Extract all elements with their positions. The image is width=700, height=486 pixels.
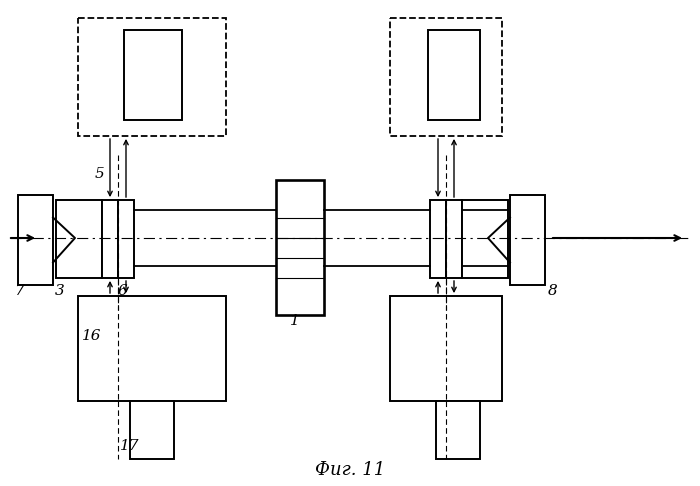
Bar	[430, 200, 446, 278]
Bar	[276, 180, 324, 315]
Text: 5: 5	[95, 167, 105, 181]
Bar	[428, 30, 480, 120]
Text: Фиг. 11: Фиг. 11	[315, 461, 385, 479]
Bar	[78, 296, 226, 401]
Bar	[18, 195, 53, 285]
Bar	[56, 200, 102, 278]
Text: 3: 3	[55, 284, 64, 298]
Text: 8: 8	[548, 284, 558, 298]
Text: 6: 6	[118, 284, 127, 298]
Bar	[102, 200, 118, 278]
Bar	[390, 18, 502, 136]
Bar	[436, 401, 480, 459]
Text: 1: 1	[290, 314, 300, 328]
Bar	[510, 195, 545, 285]
Text: 17: 17	[120, 439, 139, 453]
Text: 7: 7	[14, 284, 24, 298]
Bar	[78, 18, 226, 136]
Bar	[118, 200, 134, 278]
Bar	[124, 30, 182, 120]
Bar	[446, 200, 462, 278]
Bar	[390, 296, 502, 401]
Bar	[130, 401, 174, 459]
Text: 16: 16	[82, 329, 102, 343]
Bar	[462, 200, 508, 278]
